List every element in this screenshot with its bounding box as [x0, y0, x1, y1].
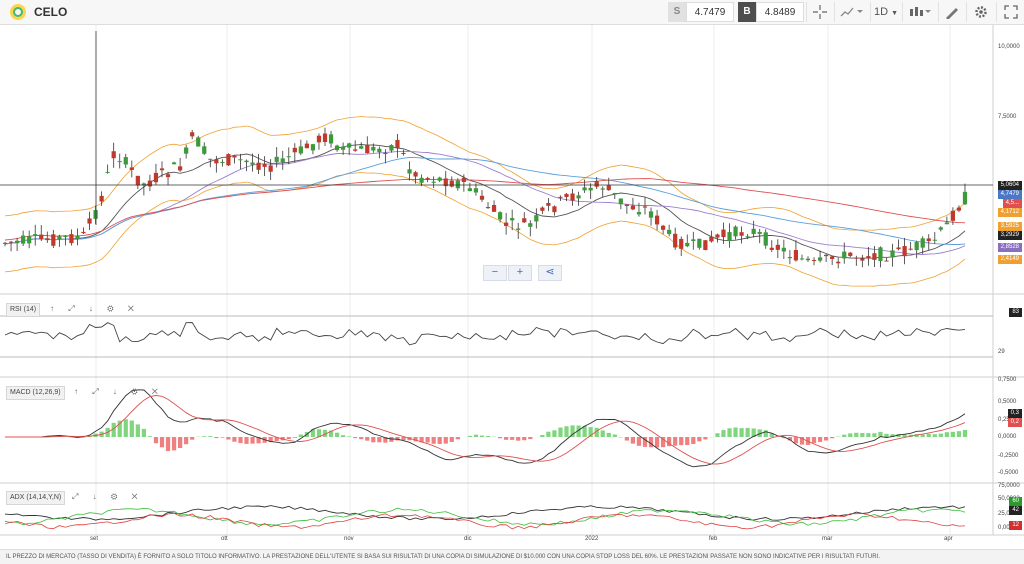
symbol-name[interactable]: CELO [34, 5, 68, 19]
rsi-tick: 29 [998, 349, 1005, 355]
x-label: 2022 [585, 536, 599, 542]
timeframe-label: 1D [873, 6, 889, 18]
x-label: feb [709, 536, 718, 542]
crosshair-icon[interactable] [806, 2, 833, 22]
price-badge: 3,2929 [997, 231, 1022, 240]
chevron-down-icon: ▼ [891, 10, 899, 17]
price-badge: 2,8528 [997, 243, 1022, 252]
adx-tick: 25,0000 [998, 511, 1020, 517]
adx-value-badge: 42 [1009, 506, 1022, 515]
adx-tick: 75,0000 [998, 483, 1020, 489]
x-label: ott [221, 536, 228, 542]
zoom-out-button[interactable]: − [483, 265, 507, 281]
adx-tick: 50,0000 [998, 496, 1020, 502]
buy-price[interactable]: 4.8489 [756, 2, 804, 22]
adx-label[interactable]: ADX (14,14,Y,N) [6, 491, 66, 505]
draw-icon[interactable] [938, 2, 965, 22]
sell-tag[interactable]: S [668, 2, 686, 22]
zoom-in-button[interactable]: + [508, 265, 532, 281]
share-button[interactable]: ⋖ [538, 265, 562, 281]
x-label: mar [822, 536, 833, 542]
price-badge: 2,4149 [997, 255, 1022, 264]
macd-panel-controls[interactable]: ↑ ⤢ ↓ ⚙ ✕ [74, 387, 164, 396]
price-chart[interactable] [0, 25, 1024, 549]
disclaimer-footer: IL PREZZO DI MERCATO (TASSO DI VENDITA) … [0, 549, 1024, 564]
rsi-value-badge: 83 [1009, 308, 1022, 317]
x-label: nov [344, 536, 354, 542]
macd-tick: -0,2500 [998, 453, 1019, 459]
chart-type-icon[interactable] [834, 2, 869, 22]
price-badge: 4,7479 [997, 190, 1022, 199]
x-label: dic [464, 536, 472, 542]
price-badge: 4,5... [1002, 199, 1022, 208]
macd-tick: 0,5000 [998, 399, 1017, 405]
adx-plus-badge: 60 [1009, 497, 1022, 506]
price-badge: 5,0604 [997, 181, 1022, 190]
macd-tick: 0,2500 [998, 417, 1016, 423]
top-toolbar: CELO S 4.7479 B 4.8489 1D ▼ [0, 0, 1024, 25]
macd-tick: 0,0000 [998, 434, 1017, 440]
price-tick: 10,0000 [998, 44, 1020, 50]
price-badge: 3,5925 [997, 222, 1022, 231]
macd-tick: -0,5000 [998, 470, 1019, 476]
timeframe-select[interactable]: 1D ▼ [870, 2, 901, 22]
settings-icon[interactable] [966, 2, 995, 22]
buy-tag[interactable]: B [738, 2, 756, 22]
celo-logo-icon [10, 4, 26, 20]
x-label: set [90, 536, 99, 542]
sell-price[interactable]: 4.7479 [686, 2, 734, 22]
adx-panel-controls[interactable]: ⤢ ↓ ⚙ ✕ [72, 492, 144, 501]
rsi-panel-controls[interactable]: ↑ ⤢ ↓ ⚙ ✕ [50, 304, 140, 313]
price-badge: 4,1712 [997, 208, 1022, 217]
adx-tick: 0,0000 [998, 525, 1017, 531]
macd-signal-badge: 0,2 [1007, 418, 1022, 427]
x-label: apr [944, 536, 953, 542]
macd-value-badge: 0,3 [1007, 409, 1022, 418]
adx-minus-badge: 12 [1009, 521, 1022, 530]
chart-area[interactable]: 10,0000 7,5000 5,0604 4,7479 4,5... 4,1712 3… [0, 25, 1024, 549]
price-tick: 7,5000 [998, 114, 1017, 120]
macd-tick: 0,7500 [998, 377, 1017, 383]
expand-icon[interactable] [996, 2, 1024, 22]
macd-label[interactable]: MACD (12,26,9) [6, 386, 65, 400]
rsi-label[interactable]: RSI (14) [6, 303, 41, 317]
candle-icon[interactable] [902, 2, 937, 22]
